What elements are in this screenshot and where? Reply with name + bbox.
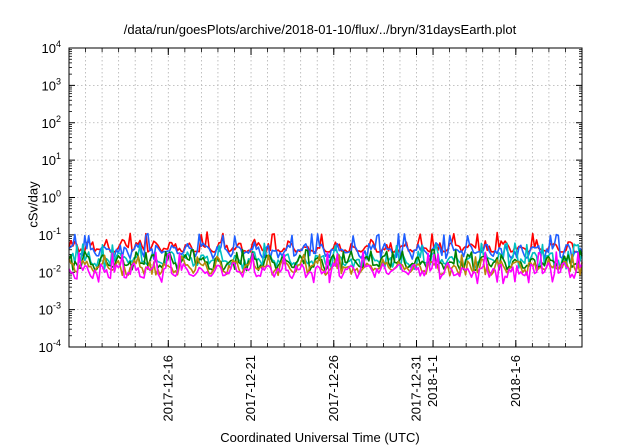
y-tick-label: 10-1	[39, 226, 61, 243]
series-line-0	[68, 231, 583, 253]
y-tick-label: 10-4	[39, 338, 61, 355]
y-tick-label: 103	[42, 76, 61, 93]
y-tick-label: 10-2	[39, 263, 61, 280]
y-tick-label: 100	[42, 189, 61, 206]
chart-title: /data/run/goesPlots/archive/2018-01-10/f…	[123, 22, 517, 37]
x-tick-label: 2017-12-21	[243, 355, 258, 422]
series-line-5	[68, 251, 583, 285]
y-tick-label: 102	[42, 114, 61, 131]
y-tick-label: 104	[42, 39, 61, 56]
x-tick-label: 2017-12-26	[326, 355, 341, 422]
x-tick-label: 2017-12-31	[409, 355, 424, 422]
y-tick-label: 10-3	[39, 301, 61, 318]
plot-frame	[68, 47, 583, 348]
x-tick-label: 2018-1-6	[508, 355, 523, 407]
y-tick-label: 101	[42, 151, 61, 168]
x-axis-label: Coordinated Universal Time (UTC)	[220, 430, 420, 445]
x-tick-label: 2017-12-16	[160, 355, 175, 422]
x-tick-label: 2018-1-1	[425, 355, 440, 407]
